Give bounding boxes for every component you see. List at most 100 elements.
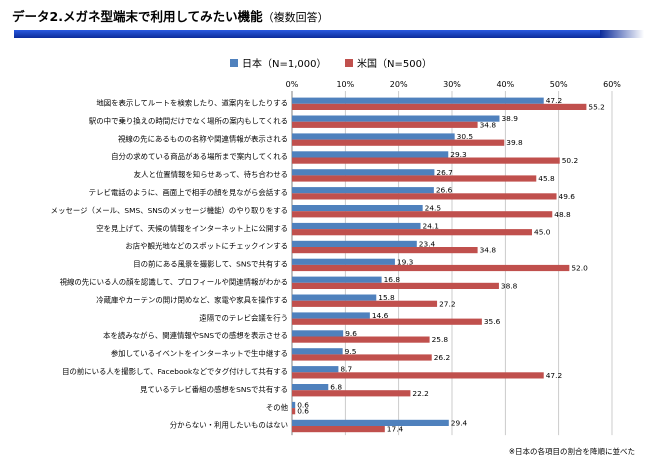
category-label: 目の前にいる人を撮影して、Facebookなどでタグ付けして共有する <box>62 367 288 376</box>
category-label: テレビ電話のように、画面上で相手の顔を見ながら会話する <box>89 188 288 197</box>
bar-us <box>292 103 587 110</box>
tick-label: 40% <box>496 80 514 89</box>
value-label-japan: 29.3 <box>450 150 467 159</box>
tick-label: 50% <box>550 80 568 89</box>
category-label: 本を読みながら、関連情報やSNSでの感想を表示させる <box>103 331 288 340</box>
bar-us <box>292 300 438 307</box>
category-label: その他 <box>266 403 289 412</box>
category-label: 友人と位置情報を知らせあって、待ち合わせる <box>134 170 288 179</box>
bar-japan <box>292 276 382 283</box>
category-label: 自分の求めている商品がある場所まで案内してくれる <box>111 152 288 161</box>
value-label-us: 34.8 <box>480 120 497 129</box>
value-label-japan: 9.5 <box>345 347 357 356</box>
value-label-japan: 8.7 <box>340 365 352 374</box>
bar-us <box>292 211 553 218</box>
value-label-japan: 47.2 <box>546 96 562 105</box>
value-label-japan: 26.7 <box>436 168 453 177</box>
value-label-us: 49.6 <box>559 192 576 201</box>
bar-japan <box>292 133 455 140</box>
bar-us <box>292 229 532 236</box>
bar-us <box>292 426 385 433</box>
category-label: メッセージ（メール、SMS、SNSのメッセージ機能）のやり取りをする <box>51 206 288 215</box>
bar-japan <box>292 384 329 391</box>
category-label: 冷蔵庫やカーテンの開け閉めなど、家電や家具を操作する <box>96 295 288 304</box>
category-label: 見ているテレビ番組の感想をSNSで共有する <box>140 385 288 394</box>
legend-swatch <box>230 59 238 67</box>
bars <box>292 97 587 433</box>
value-label-japan: 23.4 <box>419 239 436 248</box>
tick-label: 20% <box>390 80 408 89</box>
bar-japan <box>292 115 500 122</box>
value-label-japan: 24.5 <box>425 204 442 213</box>
value-label-us: 22.2 <box>412 389 428 398</box>
legend-label: 米国（N=500） <box>357 57 432 70</box>
value-label-japan: 26.6 <box>436 186 453 195</box>
bar-japan <box>292 222 421 230</box>
chart-title: データ2.メガネ型端末で利用してみたい機能（複数回答） <box>12 6 329 25</box>
value-label-us: 50.2 <box>562 156 578 165</box>
category-label: 視線の先にいる人の顔を認識して、プロフィールや関連情報がわかる <box>60 278 288 287</box>
category-label: お店や観光地などのスポットにチェックインする <box>125 242 288 251</box>
bar-us <box>292 247 478 254</box>
bar-us <box>292 282 499 289</box>
bar-us <box>292 139 505 146</box>
category-label: 視線の先にあるものの名称や関連情報が表示される <box>118 134 288 143</box>
value-label-us: 17.4 <box>387 425 404 434</box>
value-label-japan: 24.1 <box>423 222 440 231</box>
value-label-us: 35.6 <box>484 317 501 326</box>
tick-label: 10% <box>336 80 354 89</box>
category-label: 駅の中で乗り換えの時間だけでなく場所の案内もしてくれる <box>89 116 288 125</box>
value-label-us: 38.8 <box>501 281 518 290</box>
value-label-japan: 38.9 <box>501 114 518 123</box>
value-label-japan: 14.6 <box>372 311 389 320</box>
bar-japan <box>292 205 423 212</box>
value-label-japan: 19.3 <box>397 257 414 266</box>
bar-japan <box>292 419 449 426</box>
bar-us <box>292 408 296 415</box>
value-label-japan: 29.4 <box>451 418 468 427</box>
value-label-japan: 16.8 <box>384 275 401 284</box>
value-label-japan: 6.8 <box>330 383 342 392</box>
value-label-japan: 9.6 <box>345 329 357 338</box>
title-subtitle: （複数回答） <box>262 11 329 24</box>
bar-us <box>292 390 411 397</box>
category-label: 参加しているイベントをインターネットで生中継する <box>111 349 288 358</box>
bar-japan <box>292 401 296 409</box>
bar-us <box>292 336 430 343</box>
bar-japan <box>292 169 435 176</box>
value-label-us: 45.8 <box>538 174 555 183</box>
value-label-us: 25.8 <box>432 335 449 344</box>
bar-us <box>292 354 432 361</box>
bar-japan <box>292 348 343 355</box>
bar-japan <box>292 151 449 158</box>
bar-us <box>292 157 560 164</box>
bar-japan <box>292 330 344 337</box>
value-label-us: 45.0 <box>534 228 551 237</box>
bar-us <box>292 193 557 200</box>
category-labels: 地図を表示してルートを検索したり、道案内をしたりする駅の中で乗り換えの時間だけで… <box>51 99 289 430</box>
value-label-japan: 15.8 <box>378 293 395 302</box>
tick-label: 60% <box>603 80 621 89</box>
title-underline-bar <box>14 30 644 38</box>
legend-swatch <box>345 59 353 67</box>
title-underline-fade <box>600 30 644 38</box>
category-label: 空を見上げて、天候の情報をインターネット上に公開する <box>96 224 288 233</box>
value-label-us: 39.8 <box>506 138 523 147</box>
legend-label: 日本（N=1,000） <box>242 57 327 70</box>
tick-label: 30% <box>443 80 461 89</box>
bar-us <box>292 318 482 325</box>
category-label: 地図を表示してルートを検索したり、道案内をしたりする <box>96 99 288 108</box>
x-axis-ticks: 0% 10% 20% 30% 40% 50% 60% <box>286 80 622 89</box>
value-label-us: 0.6 <box>297 407 309 416</box>
category-label: 目の前にある風景を撮影して、SNSで共有する <box>133 260 288 269</box>
value-label-japan: 0.6 <box>297 401 309 410</box>
bar-us <box>292 372 544 379</box>
bar-japan <box>292 258 395 265</box>
legend: 日本（N=1,000） 米国（N=500） <box>230 57 432 70</box>
footnote: ※日本の各項目の割合を降順に並べた <box>508 447 635 456</box>
value-label-us: 34.8 <box>480 246 497 255</box>
title-main: データ2.メガネ型端末で利用してみたい機能 <box>12 9 263 24</box>
bar-japan <box>292 187 434 194</box>
value-label-japan: 30.5 <box>457 132 474 141</box>
bar-us <box>292 175 537 182</box>
